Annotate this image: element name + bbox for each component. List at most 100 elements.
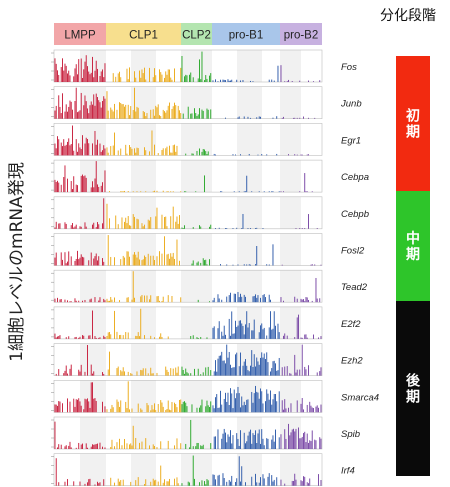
expression-bar bbox=[227, 357, 229, 376]
expression-bar bbox=[157, 153, 159, 156]
expression-bar bbox=[252, 366, 254, 376]
expression-bar bbox=[284, 429, 286, 449]
expression-bar bbox=[116, 399, 118, 413]
expression-bar bbox=[152, 478, 154, 486]
expression-bar bbox=[272, 191, 274, 193]
expression-bar bbox=[98, 186, 100, 193]
expression-bar bbox=[310, 264, 312, 266]
expression-bar bbox=[102, 446, 103, 449]
expression-bar bbox=[90, 446, 92, 449]
expression-bar bbox=[63, 139, 65, 156]
expression-bar bbox=[222, 360, 224, 376]
expression-bar bbox=[180, 297, 182, 303]
panel-frame bbox=[53, 159, 323, 193]
expression-bar bbox=[99, 102, 101, 119]
expression-bar bbox=[60, 184, 62, 193]
expression-bar bbox=[266, 154, 268, 156]
expression-bar bbox=[268, 264, 270, 266]
expression-bar bbox=[157, 403, 159, 413]
expression-bar bbox=[290, 373, 292, 376]
expression-bar bbox=[75, 258, 77, 266]
expression-bar bbox=[65, 337, 67, 339]
expression-bar bbox=[152, 409, 154, 413]
expression-bar bbox=[154, 480, 155, 486]
expression-bar bbox=[270, 371, 271, 376]
expression-bar bbox=[89, 299, 91, 303]
expression-bar bbox=[100, 107, 102, 119]
expression-bar bbox=[112, 407, 114, 413]
expression-bar bbox=[243, 264, 245, 266]
expression-bar bbox=[237, 292, 239, 303]
expression-bar bbox=[199, 482, 200, 486]
expression-bar bbox=[120, 370, 122, 376]
expression-bar bbox=[268, 79, 270, 82]
panel-frame bbox=[53, 453, 323, 487]
expression-bar bbox=[246, 441, 248, 449]
expression-bar bbox=[184, 191, 185, 193]
expression-bar bbox=[119, 335, 120, 339]
expression-bar bbox=[232, 228, 234, 229]
expression-bar bbox=[126, 223, 128, 229]
expression-bar bbox=[77, 74, 78, 82]
expression-bar bbox=[55, 458, 57, 486]
expression-bar bbox=[299, 117, 301, 119]
expression-bar bbox=[150, 109, 152, 119]
expression-bar bbox=[142, 259, 144, 266]
expression-bar bbox=[284, 483, 286, 486]
expression-bar bbox=[235, 398, 236, 413]
expression-bar bbox=[240, 430, 241, 449]
expression-bar bbox=[107, 235, 109, 266]
expression-bar bbox=[236, 433, 238, 449]
expression-bar bbox=[191, 404, 193, 413]
expression-bar bbox=[266, 389, 268, 413]
expression-bar bbox=[166, 369, 168, 376]
expression-bar bbox=[316, 372, 318, 376]
expression-bar bbox=[55, 148, 57, 156]
expression-bar bbox=[83, 335, 85, 339]
expression-bar bbox=[107, 300, 109, 303]
expression-bar bbox=[80, 149, 82, 156]
expression-bar bbox=[225, 80, 226, 82]
expression-bar bbox=[103, 479, 105, 486]
expression-bar bbox=[109, 218, 110, 229]
expression-bar bbox=[175, 221, 177, 229]
expression-bar bbox=[220, 264, 221, 266]
expression-bar bbox=[202, 110, 204, 119]
expression-bar bbox=[268, 327, 270, 339]
expression-bar bbox=[152, 109, 154, 119]
expression-bar bbox=[281, 264, 283, 266]
expression-bar bbox=[260, 357, 261, 376]
expression-bar bbox=[102, 401, 103, 413]
expression-bar bbox=[135, 480, 137, 486]
expression-bar bbox=[154, 260, 155, 266]
expression-bar bbox=[126, 153, 128, 156]
background-stripe bbox=[237, 233, 262, 266]
expression-bar bbox=[241, 466, 243, 486]
expression-bar bbox=[175, 105, 177, 119]
expression-bar bbox=[151, 373, 153, 376]
expression-bar bbox=[207, 405, 209, 413]
expression-bar bbox=[142, 111, 144, 119]
expression-bar bbox=[174, 402, 175, 413]
expression-bar bbox=[84, 371, 86, 376]
expression-bar bbox=[257, 433, 259, 449]
background-stripe bbox=[280, 380, 301, 413]
expression-bar bbox=[170, 152, 172, 156]
expression-bar bbox=[67, 178, 68, 193]
expression-bar bbox=[207, 151, 209, 156]
expression-bar bbox=[97, 481, 98, 486]
expression-bar bbox=[97, 97, 98, 119]
expression-bar bbox=[225, 392, 226, 413]
expression-bar bbox=[204, 481, 205, 486]
expression-bar bbox=[227, 434, 229, 449]
expression-bar bbox=[242, 325, 244, 339]
expression-bar bbox=[305, 191, 307, 193]
expression-bar bbox=[85, 101, 87, 119]
expression-bar bbox=[150, 255, 152, 266]
expression-bar bbox=[75, 139, 77, 156]
expression-bar bbox=[114, 257, 115, 266]
expression-bar bbox=[67, 73, 68, 82]
expression-bar bbox=[149, 151, 150, 156]
expression-bar bbox=[308, 365, 309, 376]
expression-bar bbox=[276, 370, 278, 376]
